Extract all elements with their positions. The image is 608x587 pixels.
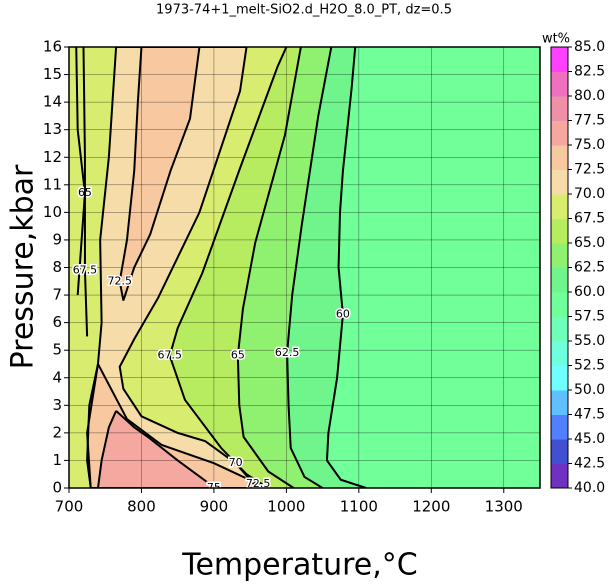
y-tick-label: 8 xyxy=(52,258,62,276)
y-tick-label: 10 xyxy=(43,203,62,221)
colorbar-band xyxy=(551,96,568,121)
colorbar-band xyxy=(551,120,568,146)
colorbar-band xyxy=(551,439,568,464)
colorbar-tick-label: 57.5 xyxy=(574,309,605,325)
x-axis-label: Temperature,°C xyxy=(181,548,418,583)
x-tick-label: 700 xyxy=(55,498,84,516)
colorbar-band xyxy=(551,169,568,195)
y-tick-label: 16 xyxy=(43,38,62,56)
y-tick-label: 9 xyxy=(52,230,62,248)
colorbar-tick-label: 72.5 xyxy=(574,162,605,178)
colorbar-band xyxy=(551,292,568,317)
colorbar-tick-label: 82.5 xyxy=(574,64,605,80)
x-tick-label: 800 xyxy=(127,498,156,516)
colorbar-tick-label: 67.5 xyxy=(574,211,605,227)
contour-fill xyxy=(97,410,214,488)
colorbar-band xyxy=(551,316,568,342)
colorbar-band xyxy=(551,414,568,440)
contour-label: 67.5 xyxy=(73,263,98,276)
contour-line xyxy=(75,47,86,296)
contour-label: 65 xyxy=(231,349,245,362)
colorbar-tick-label: 42.5 xyxy=(574,456,605,472)
contour-label: 75 xyxy=(207,481,221,494)
y-axis-label: Pressure,kbar xyxy=(6,164,41,369)
y-tick-label: 15 xyxy=(43,65,62,83)
contour-label: 70 xyxy=(229,456,243,469)
colorbar-tick-label: 62.5 xyxy=(574,260,605,276)
colorbar-tick-label: 40.0 xyxy=(574,480,605,496)
contour-line xyxy=(86,363,267,488)
contour-label: 72.5 xyxy=(107,274,132,287)
contour-line xyxy=(86,47,259,488)
x-tick-label: 1000 xyxy=(267,498,305,516)
contour-line xyxy=(325,47,367,488)
contour-fill xyxy=(119,47,200,301)
colorbar-band xyxy=(551,71,568,97)
colorbar-tick-label: 60.0 xyxy=(574,284,605,300)
y-tick-label: 4 xyxy=(52,368,62,386)
colorbar-band xyxy=(551,267,568,293)
colorbar-band xyxy=(551,341,568,366)
contour-line xyxy=(236,47,302,488)
colorbar-tick-label: 47.5 xyxy=(574,407,605,423)
colorbar-tick-label: 50.0 xyxy=(574,382,605,398)
x-tick-label: 1100 xyxy=(340,498,378,516)
colorbar-tick-label: 77.5 xyxy=(574,113,605,129)
colorbar-tick-label: 45.0 xyxy=(574,431,605,447)
y-tick-label: 0 xyxy=(52,479,62,497)
y-tick-label: 7 xyxy=(52,286,62,304)
contour-label: 67.5 xyxy=(157,349,182,362)
colorbar-tick-label: 85.0 xyxy=(574,39,605,55)
colorbar-tick-label: 52.5 xyxy=(574,358,605,374)
chart-title: 1973-74+1_melt-SiO2.d_H2O_8.0_PT, dz=0.5 xyxy=(156,3,452,18)
colorbar-tick-label: 65.0 xyxy=(574,235,605,251)
y-tick-label: 6 xyxy=(52,313,62,331)
contour-label: 72.5 xyxy=(246,477,271,490)
contour-line xyxy=(96,410,216,488)
colorbar-tick-label: 55.0 xyxy=(574,333,605,349)
contour-label: 60 xyxy=(336,307,350,320)
colorbar-band xyxy=(551,47,568,72)
y-tick-label: 5 xyxy=(52,341,62,359)
y-tick-label: 13 xyxy=(43,120,62,138)
contour-label: 62.5 xyxy=(275,346,300,359)
colorbar-band xyxy=(551,145,568,170)
y-tick-label: 14 xyxy=(43,93,62,111)
y-tick-label: 2 xyxy=(52,423,62,441)
colorbar-tick-label: 70.0 xyxy=(574,186,605,202)
colorbar-label: wt% xyxy=(542,32,570,47)
y-tick-label: 3 xyxy=(52,396,62,414)
y-tick-label: 1 xyxy=(52,451,62,469)
x-tick-label: 1300 xyxy=(485,498,523,516)
x-tick-label: 1200 xyxy=(412,498,450,516)
colorbar-tick-label: 80.0 xyxy=(574,88,605,104)
colorbar-band xyxy=(551,243,568,268)
colorbar-tick-label: 75.0 xyxy=(574,137,605,153)
x-tick-label: 900 xyxy=(200,498,229,516)
colorbar-band xyxy=(551,218,568,244)
contour-line xyxy=(118,47,201,301)
colorbar-band xyxy=(551,390,568,415)
colorbar-band xyxy=(551,365,568,391)
contour-line xyxy=(82,47,89,337)
y-tick-label: 11 xyxy=(43,175,62,193)
contour-line xyxy=(286,47,333,488)
colorbar-band xyxy=(551,463,568,489)
y-tick-label: 12 xyxy=(43,148,62,166)
colorbar-band xyxy=(551,194,568,219)
